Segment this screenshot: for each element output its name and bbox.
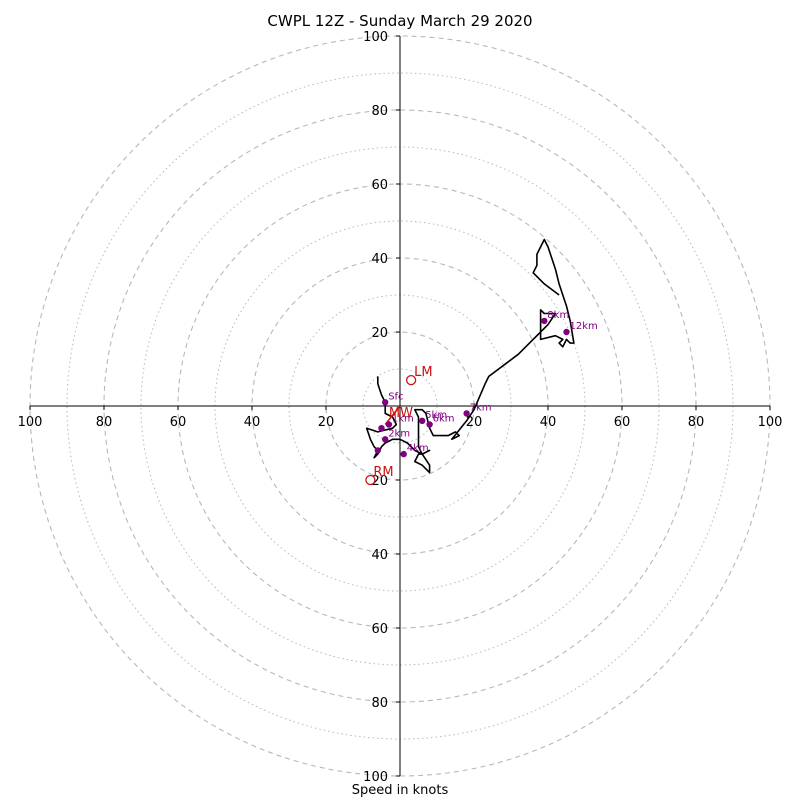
y-tick-label: 20 <box>371 326 388 341</box>
y-tick-label: 60 <box>371 178 388 193</box>
height-marker-label: 2km <box>388 428 410 439</box>
y-tick-label: 40 <box>371 548 388 563</box>
height-marker-label: 12km <box>570 321 598 332</box>
y-tick-label: 80 <box>371 104 388 119</box>
x-tick-label: 60 <box>170 415 187 430</box>
height-marker-label: Sfc <box>388 391 403 402</box>
height-marker-label: 4km <box>407 443 429 454</box>
x-tick-label: 60 <box>614 415 631 430</box>
height-marker-label: 5km <box>425 410 447 421</box>
x-tick-label: 40 <box>244 415 261 430</box>
height-marker-point <box>541 317 548 325</box>
y-tick-label: 100 <box>363 30 388 45</box>
x-tick-label: 20 <box>466 415 483 430</box>
height-marker-point <box>400 450 407 458</box>
height-marker-point <box>563 328 570 336</box>
height-marker-point <box>382 399 389 406</box>
height-marker-point <box>378 425 385 432</box>
height-marker-point <box>382 436 389 443</box>
height-marker-label: 7km <box>470 402 492 413</box>
height-marker-point <box>463 410 470 417</box>
chart-title: CWPL 12Z - Sunday March 29 2020 <box>267 12 533 30</box>
x-tick-label: 100 <box>758 415 783 430</box>
y-tick-label: 80 <box>371 696 388 711</box>
height-marker-point <box>374 447 381 454</box>
x-tick-label: 80 <box>688 415 705 430</box>
height-marker-label: 1km <box>392 414 414 425</box>
mean-wind-vector <box>384 405 401 425</box>
storm-motion-label: LM <box>414 365 432 380</box>
tick-labels: 100 80 60 40 20 20 40 60 80 100 100 80 60 40 20 20 40 60 8… <box>18 30 783 785</box>
y-tick-label: 100 <box>363 770 388 785</box>
storm-motion-markers: LM RM MW <box>365 365 433 486</box>
height-marker-label: 8km <box>547 310 569 321</box>
x-tick-label: 80 <box>96 415 113 430</box>
x-tick-label: 40 <box>540 415 557 430</box>
x-axis-label: Speed in knots <box>351 783 449 798</box>
storm-motion-point <box>365 474 376 486</box>
height-marker-point <box>426 421 433 428</box>
height-marker-point <box>385 421 393 428</box>
y-tick-label: 60 <box>371 622 388 637</box>
x-tick-label: 100 <box>18 415 43 430</box>
storm-motion-point <box>405 374 417 386</box>
height-marker-label: 6km <box>433 414 455 425</box>
x-tick-label: 20 <box>318 415 335 430</box>
y-tick-label: 20 <box>371 474 388 489</box>
height-marker-point <box>419 417 426 424</box>
mean-wind-label: MW <box>389 406 413 421</box>
y-tick-label: 40 <box>371 252 388 267</box>
storm-motion-label: RM <box>373 465 393 480</box>
